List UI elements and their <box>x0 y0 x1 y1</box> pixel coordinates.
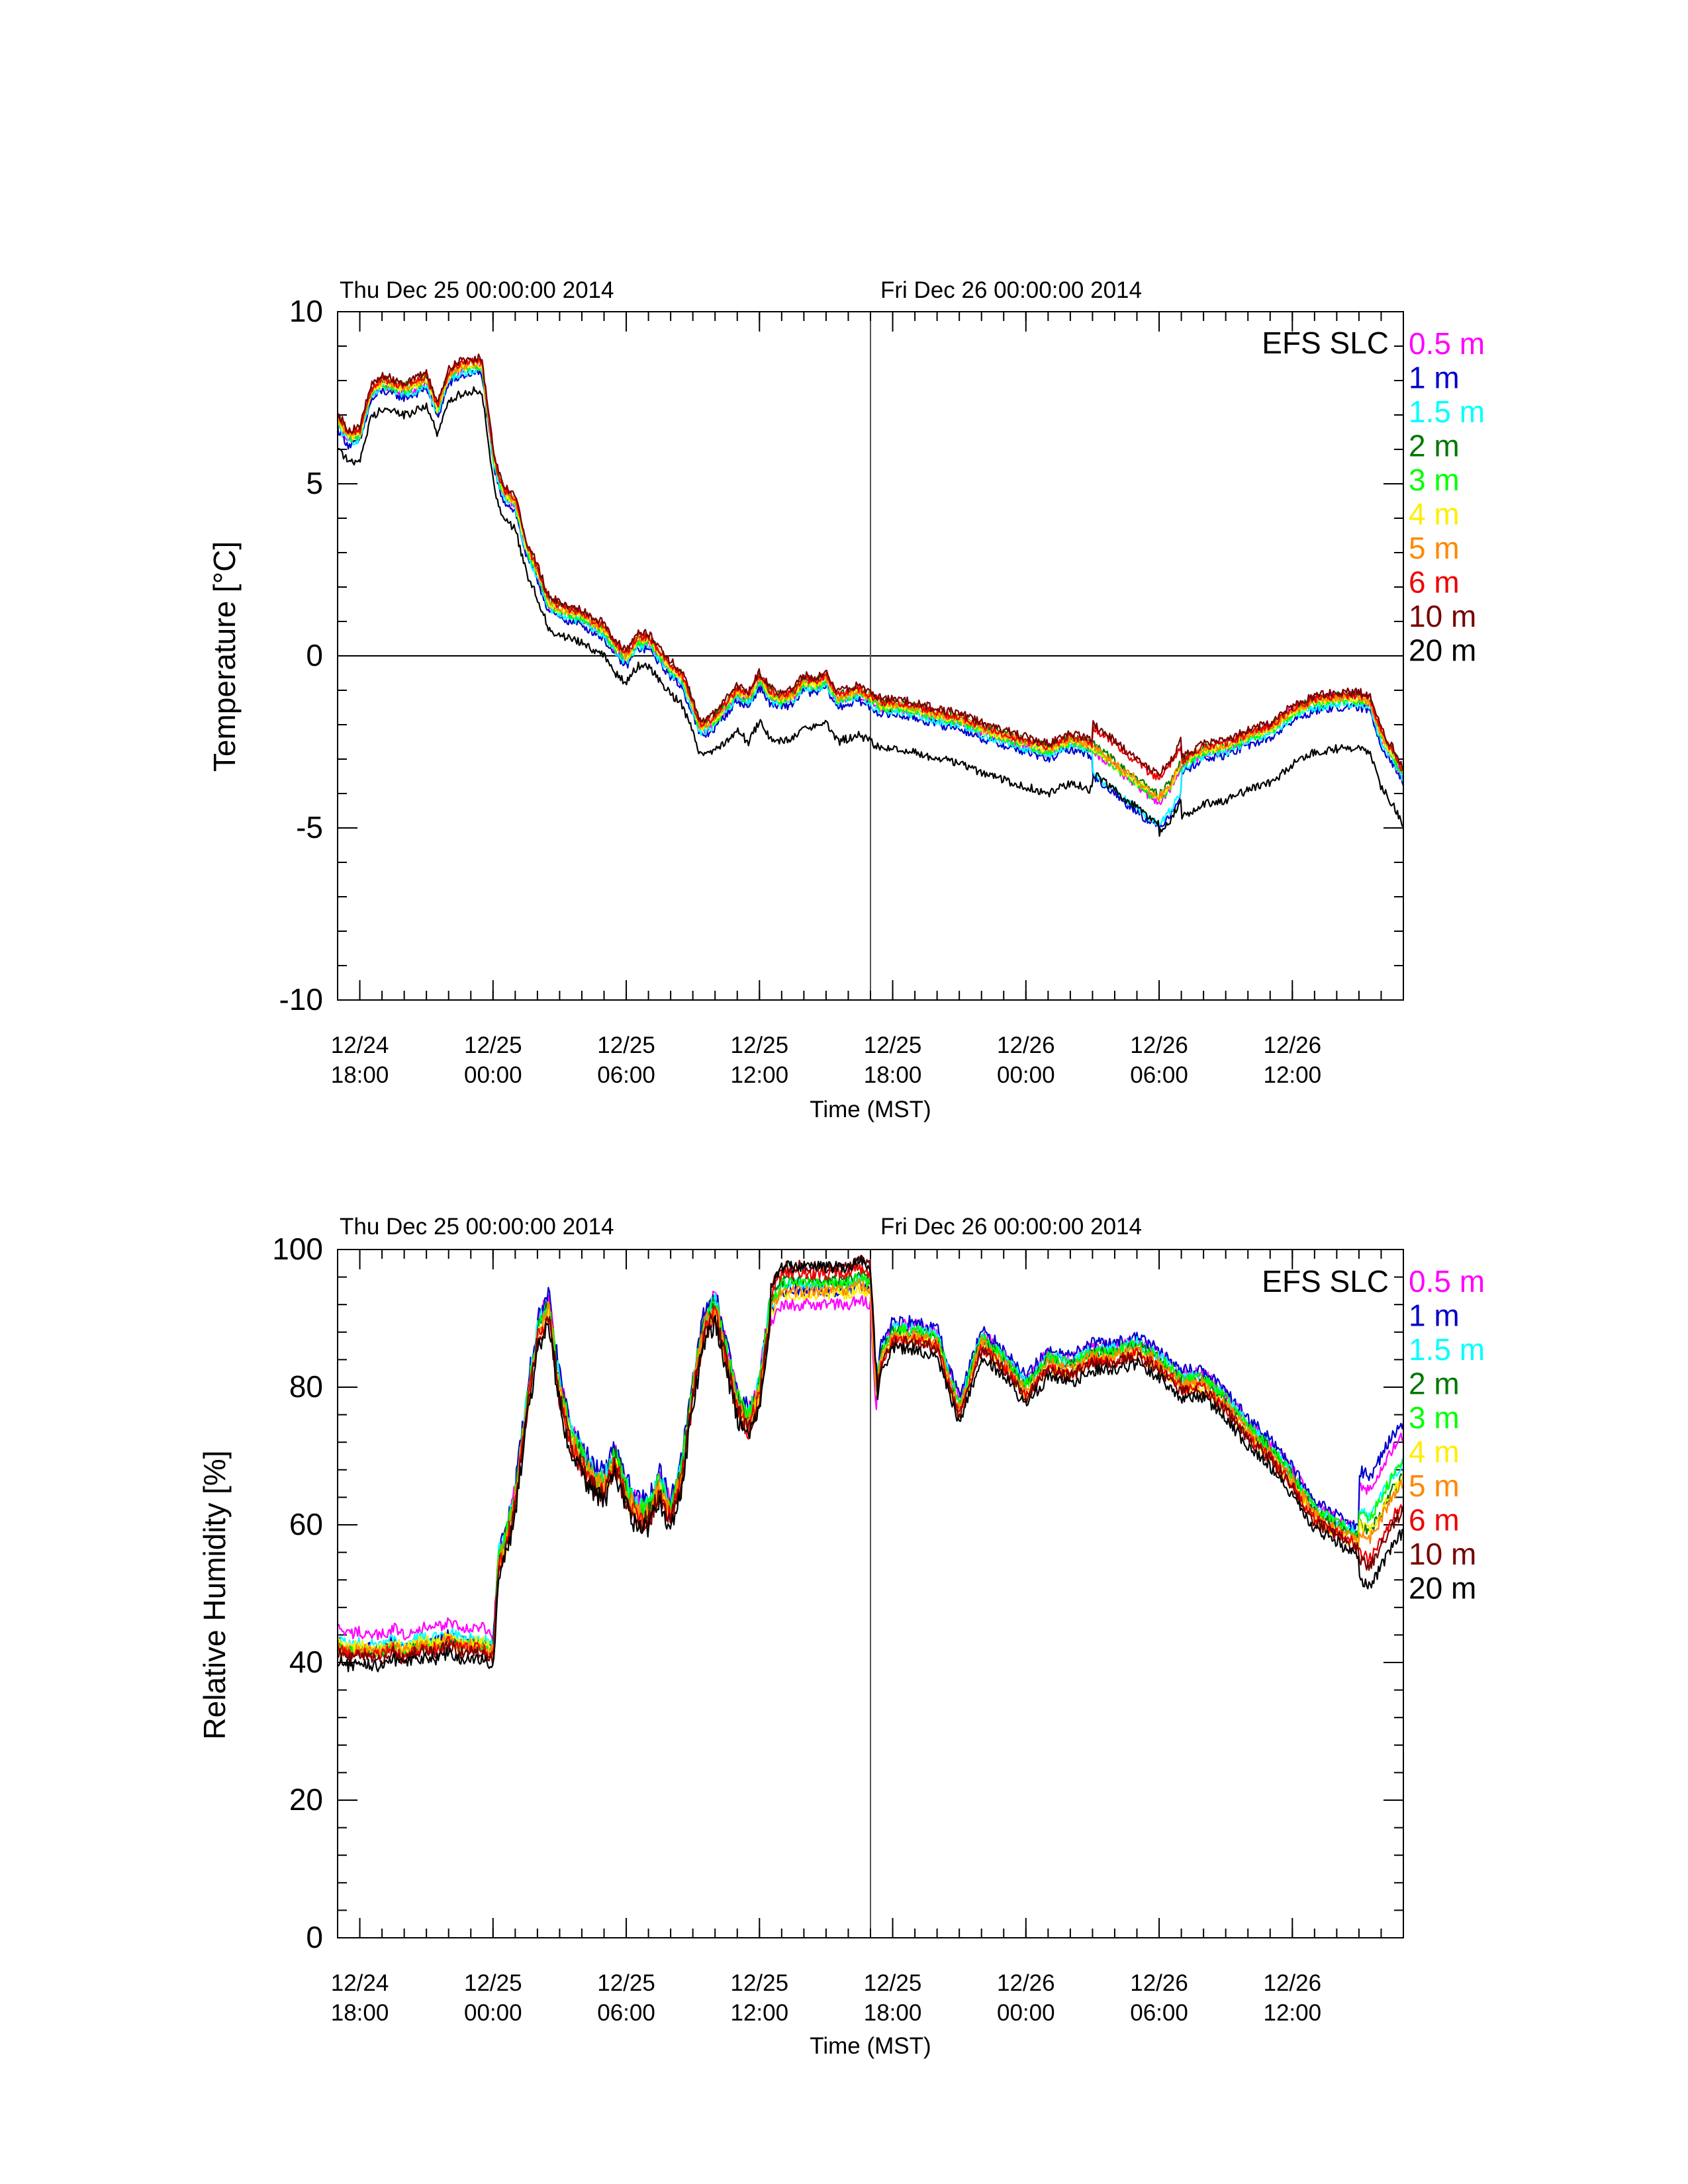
rh-legend-entry: 20 m <box>1409 1571 1476 1606</box>
rh-xtick-label-date: 12/26 <box>1130 1970 1188 1996</box>
temp-xtick-label-date: 12/26 <box>1263 1032 1321 1058</box>
rh-date-label-2: Fri Dec 26 00:00:00 2014 <box>880 1214 1142 1240</box>
temp-legend-entry: 1.5 m <box>1409 394 1485 429</box>
temp-reference-lines <box>338 312 1403 1000</box>
temp-xtick-label-date: 12/24 <box>331 1032 389 1058</box>
rh-xtick-label-time: 12:00 <box>1263 2000 1321 2026</box>
rh-legend-entry: 3 m <box>1409 1400 1460 1435</box>
temp-legend-entry: 4 m <box>1409 497 1460 531</box>
temp-xtick-label-time: 12:00 <box>1263 1062 1321 1088</box>
temp-series-line-10-m <box>336 353 1405 777</box>
rh-axis-ticks: 100 80 60 40 20 0 12/24 18:00 12/25 00:00 12/25 06:… <box>272 1232 1404 2026</box>
temp-xtick-label-date: 12/26 <box>997 1032 1055 1058</box>
rh-x-axis-label: Time (MST) <box>810 2033 931 2059</box>
rh-xtick-label-time: 06:00 <box>597 2000 655 2026</box>
rh-xtick-label-time: 00:00 <box>464 2000 522 2026</box>
rh-series-lines <box>336 1254 1405 1672</box>
rh-legend-entry: 1 m <box>1409 1298 1460 1333</box>
rh-date-label-1: Thu Dec 25 00:00:00 2014 <box>340 1214 614 1240</box>
temp-y-axis-label: Temperature [°C] <box>207 541 242 772</box>
temp-axis-ticks: 10 5 0 -5 -10 12/24 18:00 12/25 00:00 12/25 06:00 1… <box>279 294 1404 1088</box>
rh-xtick-label-date: 12/24 <box>331 1970 389 1996</box>
rh-legend-entry: 10 m <box>1409 1537 1476 1571</box>
temp-date-label-2: Fri Dec 26 00:00:00 2014 <box>880 277 1142 303</box>
temp-legend-entry: 2 m <box>1409 429 1460 463</box>
temp-series-line-6-m <box>336 357 1405 781</box>
temp-xtick-label-date: 12/25 <box>464 1032 522 1058</box>
temp-series-lines <box>336 353 1405 837</box>
temp-ytick-label: 5 <box>306 466 323 500</box>
rh-xtick-label-time: 18:00 <box>331 2000 389 2026</box>
temp-plot-frame <box>337 311 1404 1001</box>
temp-xtick-label-date: 12/26 <box>1130 1032 1188 1058</box>
rh-xtick-label-date: 12/25 <box>597 1970 655 1996</box>
temp-legend-entry: 20 m <box>1409 633 1476 668</box>
temp-x-axis-label: Time (MST) <box>810 1097 931 1122</box>
temp-xtick-label-time: 00:00 <box>464 1062 522 1088</box>
rh-legend-entry: 6 m <box>1409 1503 1460 1537</box>
rh-xtick-label-date: 12/25 <box>864 1970 922 1996</box>
temp-legend-entry: 10 m <box>1409 599 1476 633</box>
rh-legend: 0.5 m1 m1.5 m2 m3 m4 m5 m6 m10 m20 m <box>1409 1264 1485 1606</box>
rh-legend-entry: 5 m <box>1409 1469 1460 1503</box>
temp-xtick-label-date: 12/25 <box>597 1032 655 1058</box>
rh-xtick-label-time: 06:00 <box>1130 2000 1188 2026</box>
temp-legend-entry: 0.5 m <box>1409 326 1485 361</box>
rh-legend-entry: 4 m <box>1409 1435 1460 1469</box>
temp-ytick-label: -5 <box>296 810 323 844</box>
rh-series-line-20-m <box>337 1255 1404 1672</box>
rh-ytick-label: 0 <box>306 1920 323 1954</box>
temp-ytick-label: 0 <box>306 638 323 672</box>
temp-xtick-label-time: 06:00 <box>1130 1062 1188 1088</box>
rh-legend-entry: 0.5 m <box>1409 1264 1485 1298</box>
rh-ytick-label: 80 <box>289 1369 323 1404</box>
temp-site-label: EFS SLC <box>1262 326 1389 360</box>
temp-series-line-5-m <box>337 358 1404 801</box>
temp-xtick-label-date: 12/25 <box>864 1032 922 1058</box>
rh-legend-entry: 2 m <box>1409 1367 1460 1401</box>
rh-ytick-label: 40 <box>289 1645 323 1679</box>
temp-xtick-label-time: 06:00 <box>597 1062 655 1088</box>
rh-xtick-label-time: 12:00 <box>730 2000 788 2026</box>
temp-legend-entry: 5 m <box>1409 531 1460 565</box>
temp-ytick-label: 10 <box>289 294 323 328</box>
rh-ytick-label: 20 <box>289 1782 323 1817</box>
rh-ytick-label: 100 <box>272 1232 323 1266</box>
rh-xtick-label-time: 18:00 <box>864 2000 922 2026</box>
temp-legend-entry: 3 m <box>1409 463 1460 497</box>
temp-legend-entry: 6 m <box>1409 565 1460 600</box>
temp-series-line-20-m <box>337 386 1404 837</box>
rh-xtick-label-date: 12/25 <box>730 1970 788 1996</box>
temp-legend-entry: 1 m <box>1409 361 1460 395</box>
rh-xtick-label-date: 12/26 <box>1263 1970 1321 1996</box>
rh-xtick-label-date: 12/25 <box>464 1970 522 1996</box>
temp-legend: 0.5 m1 m1.5 m2 m3 m4 m5 m6 m10 m20 m <box>1409 326 1485 668</box>
rh-legend-entry: 1.5 m <box>1409 1332 1485 1367</box>
temp-date-label-1: Thu Dec 25 00:00:00 2014 <box>340 277 614 303</box>
rh-y-axis-label: Relative Humidity [%] <box>197 1450 232 1739</box>
temp-xtick-label-date: 12/25 <box>730 1032 788 1058</box>
rh-xtick-label-date: 12/26 <box>997 1970 1055 1996</box>
rh-xtick-label-time: 00:00 <box>997 2000 1055 2026</box>
temp-xtick-label-time: 00:00 <box>997 1062 1055 1088</box>
temp-xtick-label-time: 18:00 <box>864 1062 922 1088</box>
temp-ytick-label: -10 <box>279 982 323 1017</box>
temp-xtick-label-time: 12:00 <box>730 1062 788 1088</box>
rh-site-label: EFS SLC <box>1262 1264 1389 1298</box>
rh-ytick-label: 60 <box>289 1507 323 1541</box>
temperature-panel: Thu Dec 25 00:00:00 2014 Fri Dec 26 00:0… <box>207 277 1485 1122</box>
humidity-panel: Thu Dec 25 00:00:00 2014 Fri Dec 26 00:0… <box>197 1214 1485 2059</box>
rh-plot-frame <box>337 1249 1404 1938</box>
temp-xtick-label-time: 18:00 <box>331 1062 389 1088</box>
